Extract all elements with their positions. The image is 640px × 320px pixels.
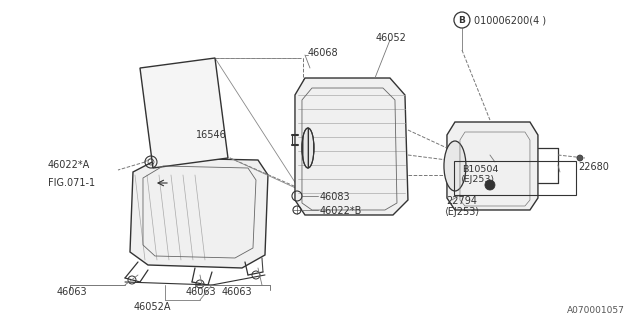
Circle shape xyxy=(485,180,495,190)
Text: 010006200(4 ): 010006200(4 ) xyxy=(474,15,546,25)
Text: 22680: 22680 xyxy=(578,162,609,172)
Text: 22794: 22794 xyxy=(446,196,477,206)
Text: 46022*A: 46022*A xyxy=(48,160,90,170)
Polygon shape xyxy=(447,122,538,210)
Polygon shape xyxy=(295,78,408,215)
Text: ⟨EJ253⟩: ⟨EJ253⟩ xyxy=(444,207,479,217)
Ellipse shape xyxy=(302,128,314,168)
Ellipse shape xyxy=(444,141,466,191)
Text: 46063: 46063 xyxy=(222,287,253,297)
Text: 46068: 46068 xyxy=(308,48,339,58)
Text: A070001057: A070001057 xyxy=(567,306,625,315)
Text: 46063: 46063 xyxy=(57,287,88,297)
Text: 46083: 46083 xyxy=(320,192,351,202)
Text: 46052A: 46052A xyxy=(133,302,171,312)
Text: B10504: B10504 xyxy=(462,165,499,174)
Text: FIG.071-1: FIG.071-1 xyxy=(48,178,95,188)
Text: 16546: 16546 xyxy=(196,130,227,140)
Text: ⟨EJ253⟩: ⟨EJ253⟩ xyxy=(460,175,494,184)
Text: 46063: 46063 xyxy=(186,287,216,297)
Polygon shape xyxy=(140,58,228,168)
Polygon shape xyxy=(130,158,268,268)
Text: 46022*B: 46022*B xyxy=(320,206,362,216)
Text: B: B xyxy=(458,15,465,25)
Circle shape xyxy=(577,155,583,161)
Text: 46052: 46052 xyxy=(376,33,407,43)
